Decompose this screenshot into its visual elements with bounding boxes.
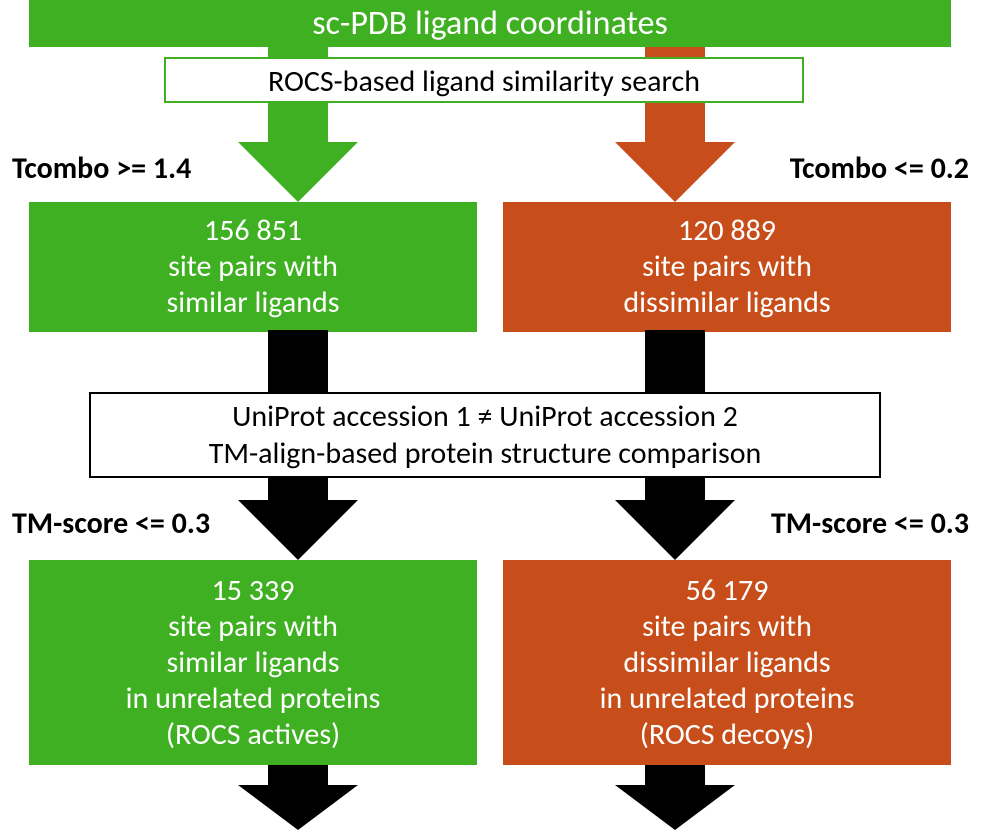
top-title-text: sc-PDB ligand coordinates	[312, 3, 668, 44]
rocs-box-text: ROCS-based ligand similarity search	[268, 63, 700, 100]
stage2-right-line3: dissimilar ligands	[513, 645, 941, 681]
stage1-left-line1: 156 851	[39, 213, 467, 249]
stage1-right-line2: site pairs with	[513, 249, 941, 285]
stage2-right-line2: site pairs with	[513, 609, 941, 645]
stage2-right-line1: 56 179	[513, 573, 941, 609]
stage1-right-label: Tcombo <= 0.2	[790, 150, 969, 187]
stage1-left-line3: similar ligands	[39, 285, 467, 321]
stage2-left-line2: site pairs with	[39, 609, 467, 645]
arrow-bot-right	[615, 765, 735, 830]
uniprot-line2: TM-align-based protein structure compari…	[91, 435, 879, 473]
stage2-left-line5: (ROCS actives)	[39, 717, 467, 753]
top-title-bar: sc-PDB ligand coordinates	[29, 0, 951, 47]
stage1-left-label: Tcombo >= 1.4	[12, 150, 191, 187]
arrow-bot-right-shape	[615, 765, 735, 830]
stage2-right-label: TM-score <= 0.3	[771, 505, 969, 542]
uniprot-box: UniProt accession 1 ≠ UniProt accession …	[89, 392, 881, 478]
stage1-right-box: 120 889 site pairs with dissimilar ligan…	[503, 202, 951, 332]
stage2-left-line4: in unrelated proteins	[39, 681, 467, 717]
stage2-left-line3: similar ligands	[39, 645, 467, 681]
rocs-box: ROCS-based ligand similarity search	[164, 57, 804, 103]
stage2-left-box: 15 339 site pairs with similar ligands i…	[29, 560, 477, 765]
uniprot-line1: UniProt accession 1 ≠ UniProt accession …	[91, 398, 879, 436]
arrow-bot-left	[238, 765, 358, 830]
stage2-right-line4: in unrelated proteins	[513, 681, 941, 717]
stage2-left-line1: 15 339	[39, 573, 467, 609]
stage2-right-line5: (ROCS decoys)	[513, 717, 941, 753]
stage1-right-line3: dissimilar ligands	[513, 285, 941, 321]
stage2-right-box: 56 179 site pairs with dissimilar ligand…	[503, 560, 951, 765]
stage2-left-label: TM-score <= 0.3	[12, 505, 210, 542]
stage1-left-line2: site pairs with	[39, 249, 467, 285]
stage1-right-line1: 120 889	[513, 213, 941, 249]
stage1-left-box: 156 851 site pairs with similar ligands	[29, 202, 477, 332]
arrow-bot-left-shape	[238, 765, 358, 830]
